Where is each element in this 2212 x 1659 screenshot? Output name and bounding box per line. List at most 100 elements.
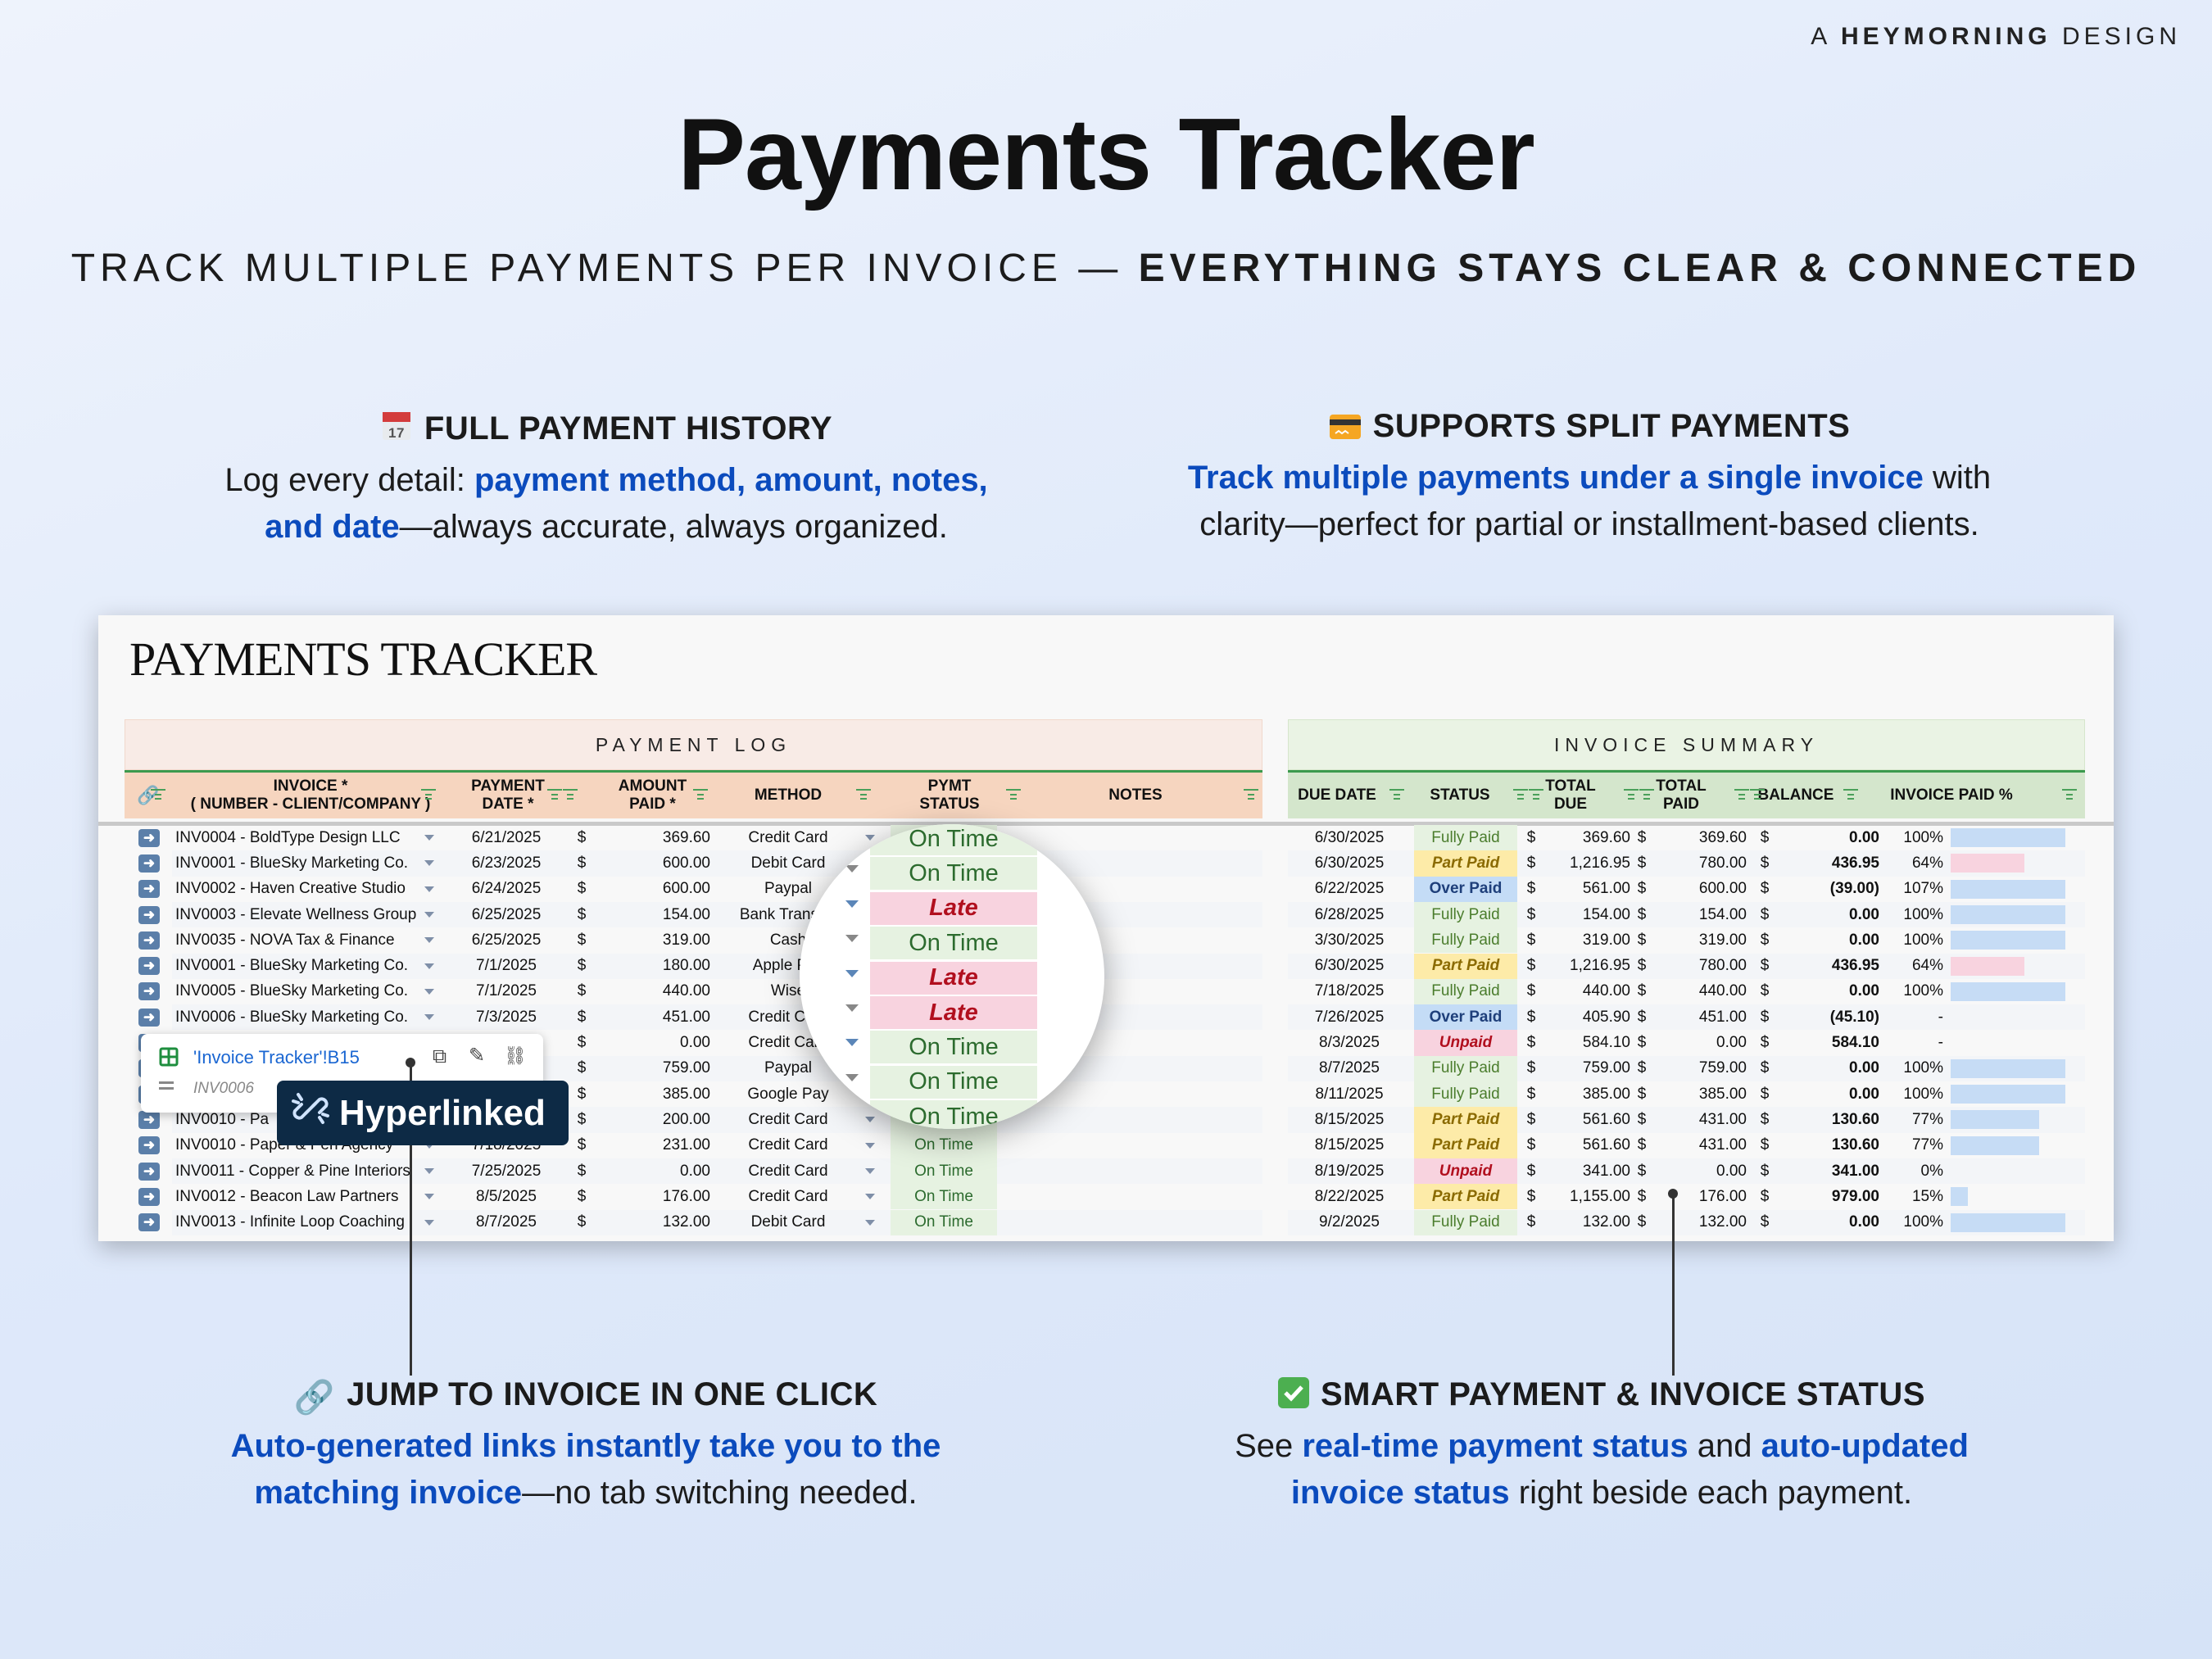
column-header-invoice[interactable]: INVOICE *( NUMBER - CLIENT/COMPANY )	[172, 773, 449, 818]
amount-paid-cell[interactable]: 385.00	[662, 1085, 710, 1103]
dropdown-arrow[interactable]	[421, 1004, 437, 1030]
filter-icon[interactable]	[1750, 789, 1765, 800]
dropdown-arrow[interactable]	[421, 927, 437, 953]
filter-icon[interactable]	[1244, 789, 1258, 800]
jump-link-button[interactable]: ➜	[136, 902, 162, 927]
payment-date-cell[interactable]: 7/3/2025	[476, 1008, 537, 1026]
jump-link-button[interactable]: ➜	[136, 979, 162, 1004]
invoice-cell[interactable]: INV0001 - BlueSky Marketing Co.	[175, 957, 409, 975]
amount-paid-cell[interactable]: 319.00	[662, 931, 710, 949]
payment-date-cell[interactable]: 8/5/2025	[476, 1187, 537, 1205]
notes-cell[interactable]	[1001, 1210, 1263, 1235]
dropdown-arrow[interactable]	[421, 850, 437, 876]
copy-icon[interactable]: ⧉	[433, 1045, 447, 1067]
invoice-cell[interactable]: INV0005 - BlueSky Marketing Co.	[175, 982, 409, 1000]
link-reference[interactable]: 'Invoice Tracker'!B15	[193, 1047, 360, 1067]
jump-link-button[interactable]: ➜	[136, 1210, 162, 1235]
amount-paid-cell[interactable]: 132.00	[662, 1213, 710, 1231]
payment-date-cell[interactable]: 6/21/2025	[471, 828, 542, 846]
amount-paid-cell[interactable]: 231.00	[662, 1136, 710, 1154]
invoice-cell[interactable]: INV0010 - Pa	[175, 1110, 270, 1128]
unlink-icon[interactable]: ⛓	[504, 1045, 527, 1066]
method-cell[interactable]: Paypal	[764, 880, 813, 898]
notes-cell[interactable]	[1001, 825, 1263, 850]
amount-paid-cell[interactable]: 0.00	[680, 1034, 710, 1052]
column-header-total-due[interactable]: TOTAL DUE	[1534, 773, 1607, 818]
jump-link-button[interactable]: ➜	[136, 1184, 162, 1209]
jump-link-button[interactable]: ➜	[136, 1133, 162, 1158]
filter-icon[interactable]	[1639, 789, 1654, 800]
method-cell[interactable]: Credit Card	[748, 828, 828, 846]
jump-link-button[interactable]: ➜	[136, 927, 162, 953]
column-header-due-date[interactable]: DUE DATE	[1298, 786, 1376, 804]
method-cell[interactable]: Debit Card	[750, 1213, 826, 1231]
payment-date-cell[interactable]: 8/7/2025	[476, 1213, 537, 1231]
notes-cell[interactable]	[1001, 1184, 1263, 1209]
filter-icon[interactable]	[151, 789, 165, 800]
column-header-amount-paid[interactable]: AMOUNT PAID *	[592, 773, 713, 818]
jump-link-button[interactable]: ➜	[136, 954, 162, 979]
invoice-cell[interactable]: INV0003 - Elevate Wellness Group	[175, 905, 417, 923]
dropdown-arrow[interactable]	[421, 954, 437, 979]
jump-link-button[interactable]: ➜	[136, 825, 162, 850]
filter-icon[interactable]	[1624, 789, 1639, 800]
filter-icon[interactable]	[2062, 789, 2077, 800]
filter-icon[interactable]	[1734, 789, 1749, 800]
filter-icon[interactable]	[1843, 789, 1858, 800]
method-cell[interactable]: Credit Card	[748, 1136, 828, 1154]
jump-link-button[interactable]: ➜	[136, 877, 162, 902]
amount-paid-cell[interactable]: 176.00	[662, 1187, 710, 1205]
jump-link-button[interactable]: ➜	[136, 1004, 162, 1030]
dropdown-arrow[interactable]	[862, 1210, 878, 1235]
payment-date-cell[interactable]: 7/1/2025	[476, 957, 537, 975]
amount-paid-cell[interactable]: 759.00	[662, 1059, 710, 1077]
edit-icon[interactable]: ✎	[469, 1045, 486, 1067]
method-cell[interactable]: Paypal	[764, 1059, 813, 1077]
filter-icon[interactable]	[693, 789, 708, 800]
amount-paid-cell[interactable]: 451.00	[662, 1008, 710, 1026]
method-cell[interactable]: Credit Card	[748, 1034, 828, 1052]
amount-paid-cell[interactable]: 180.00	[662, 957, 710, 975]
amount-paid-cell[interactable]: 600.00	[662, 880, 710, 898]
dropdown-arrow[interactable]	[862, 1158, 878, 1184]
filter-icon[interactable]	[1006, 789, 1021, 800]
invoice-cell[interactable]: INV0001 - BlueSky Marketing Co.	[175, 854, 409, 872]
column-header-balance[interactable]: BALANCE	[1757, 786, 1834, 804]
amount-paid-cell[interactable]: 0.00	[680, 1162, 710, 1180]
column-header-invoice-paid-pct[interactable]: INVOICE PAID %	[1890, 786, 2013, 804]
amount-paid-cell[interactable]: 200.00	[662, 1110, 710, 1128]
amount-paid-cell[interactable]: 440.00	[662, 982, 710, 1000]
dropdown-arrow[interactable]	[421, 902, 437, 927]
filter-icon[interactable]	[1513, 789, 1528, 800]
amount-paid-cell[interactable]: 600.00	[662, 854, 710, 872]
column-header-notes[interactable]: NOTES	[1108, 786, 1163, 804]
jump-link-button[interactable]: ➜	[136, 1107, 162, 1132]
invoice-cell[interactable]: INV0006 - BlueSky Marketing Co.	[175, 1008, 409, 1026]
filter-icon[interactable]	[421, 789, 436, 800]
jump-link-button[interactable]: ➜	[136, 1158, 162, 1184]
column-header-method[interactable]: METHOD	[754, 786, 823, 804]
dropdown-arrow[interactable]	[421, 877, 437, 902]
dropdown-arrow[interactable]	[862, 1133, 878, 1158]
filter-icon[interactable]	[563, 789, 578, 800]
invoice-cell[interactable]: INV0012 - Beacon Law Partners	[175, 1187, 399, 1205]
method-cell[interactable]: Credit Card	[748, 1187, 828, 1205]
jump-link-button[interactable]: ➜	[136, 850, 162, 876]
filter-icon[interactable]	[1529, 789, 1543, 800]
dropdown-arrow[interactable]	[421, 1210, 437, 1235]
column-header-pymt-status[interactable]: PYMT STATUS	[884, 773, 1015, 818]
dropdown-arrow[interactable]	[862, 1184, 878, 1209]
method-cell[interactable]: Google Pay	[747, 1085, 829, 1103]
method-cell[interactable]: Cash	[769, 931, 807, 949]
invoice-cell[interactable]: INV0002 - Haven Creative Studio	[175, 880, 406, 898]
notes-cell[interactable]	[1001, 1158, 1263, 1184]
method-cell[interactable]: Credit Card	[748, 1110, 828, 1128]
link-column-header[interactable]: 🔗	[125, 773, 172, 818]
method-cell[interactable]: Wise	[770, 982, 806, 1000]
filter-icon[interactable]	[856, 789, 871, 800]
payment-date-cell[interactable]: 6/25/2025	[471, 931, 542, 949]
column-header-total-paid[interactable]: TOTAL PAID	[1644, 773, 1718, 818]
method-cell[interactable]: Credit Card	[748, 1162, 828, 1180]
amount-paid-cell[interactable]: 369.60	[662, 828, 710, 846]
payment-date-cell[interactable]: 6/25/2025	[471, 905, 542, 923]
